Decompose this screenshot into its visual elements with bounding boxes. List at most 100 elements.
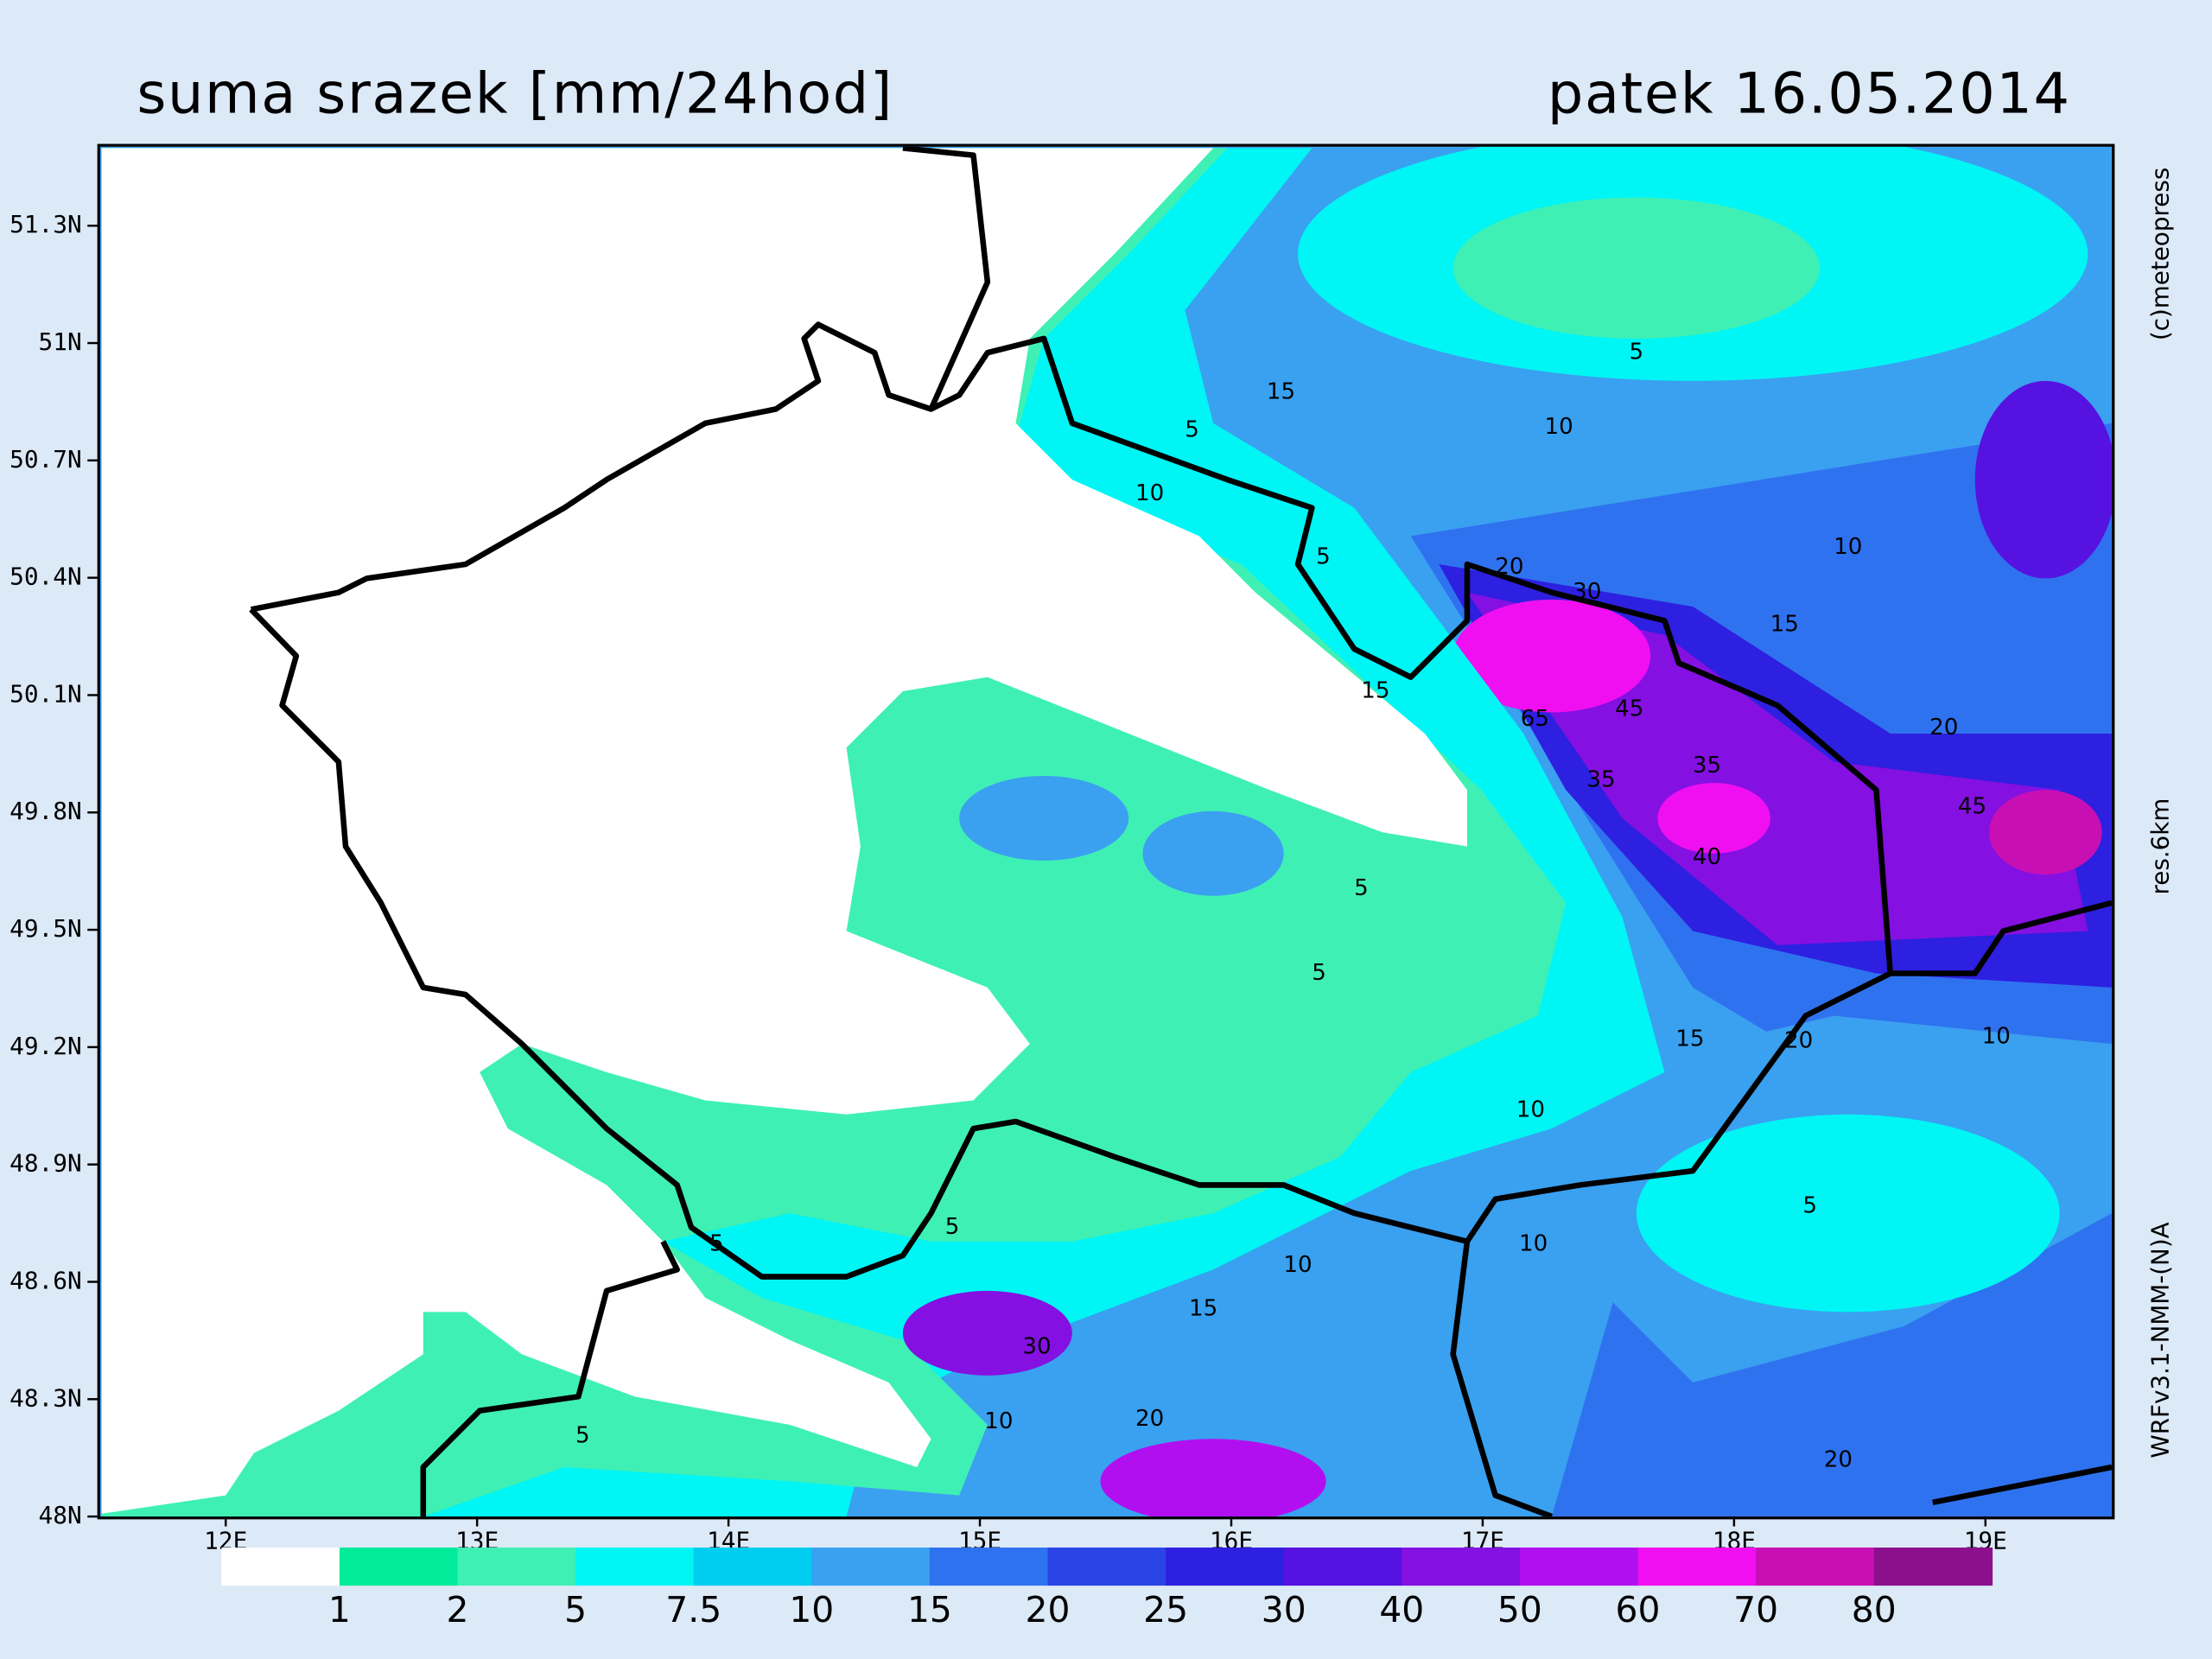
legend-label: 30 — [1262, 1589, 1306, 1630]
legend-label: 7.5 — [665, 1589, 721, 1630]
contour-labels: 5 10 15 5 10 10 15 20 5 5 10 15 20 10 5 10 10 15 30 10 20 5 5 5… — [575, 340, 2011, 1473]
side-text: (c)meteopress — [2145, 168, 2174, 340]
lat-label: 50.4N — [10, 563, 82, 591]
lat-label: 48.9N — [10, 1149, 82, 1178]
legend-swatch — [221, 1548, 340, 1586]
contour-label: 5 — [575, 1423, 590, 1449]
legend-swatch — [693, 1548, 813, 1586]
lat-label: 48.6N — [10, 1266, 82, 1294]
lat-label: 49.5N — [10, 914, 82, 943]
map-title: suma srazek [mm/24hod] — [137, 61, 893, 127]
contour-label: 30 — [1573, 579, 1601, 605]
contour-label: 35 — [1586, 766, 1615, 792]
contour-label: 15 — [1267, 378, 1295, 404]
plot-frame — [97, 143, 2115, 1520]
contour-label: 10 — [1519, 1230, 1548, 1256]
contour-label: 5 — [1185, 416, 1199, 442]
contour-label: 20 — [1824, 1446, 1853, 1472]
contour-label: 15 — [1770, 612, 1799, 638]
contour-label: 5 — [1630, 340, 1644, 365]
legend-label: 20 — [1026, 1589, 1071, 1630]
contour-label: 20 — [1495, 554, 1523, 580]
contour-label: 40 — [1693, 844, 1721, 870]
field-zone — [1452, 599, 1651, 713]
legend-swatch — [929, 1548, 1049, 1586]
contour-label: 5 — [709, 1230, 724, 1256]
field-zone — [1657, 783, 1770, 854]
legend-swatch — [811, 1548, 931, 1586]
legend-swatch — [339, 1548, 459, 1586]
contour-label: 10 — [1982, 1023, 2011, 1049]
contour-label: 20 — [1784, 1027, 1813, 1053]
side-text: WRFv3.1-NMM-(N)A — [2145, 1222, 2174, 1458]
legend-swatch — [1047, 1548, 1166, 1586]
contour-label: 10 — [1516, 1096, 1545, 1122]
contour-label: 35 — [1693, 753, 1721, 779]
field-zone — [101, 148, 1467, 1514]
contour-label: 45 — [1615, 696, 1643, 722]
lat-label: 48.3N — [10, 1383, 82, 1412]
legend-swatch — [457, 1548, 576, 1586]
contour-label: 10 — [1283, 1252, 1312, 1278]
legend-label: 80 — [1852, 1589, 1897, 1630]
contour-label: 45 — [1958, 793, 1986, 819]
contour-label: 20 — [1135, 1406, 1164, 1432]
legend-swatch — [1283, 1548, 1403, 1586]
legend-swatch — [1873, 1548, 1993, 1586]
field-zone — [1989, 790, 2102, 875]
border — [902, 146, 991, 410]
legend-label: 50 — [1497, 1589, 1542, 1630]
contour-label: 10 — [1834, 534, 1862, 560]
contour-label: 5 — [1354, 875, 1369, 901]
contour-label: 5 — [1316, 543, 1331, 569]
field-zone — [1974, 380, 2113, 579]
border — [420, 1240, 680, 1517]
lat-label: 49.8N — [10, 797, 82, 825]
field-zone — [1142, 810, 1284, 896]
lat-label: 50.1N — [10, 679, 82, 708]
contour-label: 5 — [1312, 960, 1326, 986]
legend-label: 5 — [564, 1589, 587, 1630]
legend-swatch — [1402, 1548, 1521, 1586]
lat-label: 48N — [39, 1501, 82, 1529]
contour-label: 30 — [1022, 1334, 1051, 1360]
lat-label: 49.2N — [10, 1032, 82, 1060]
legend-swatch — [1637, 1548, 1757, 1586]
legend-label: 70 — [1733, 1589, 1778, 1630]
contour-label: 20 — [1929, 715, 1958, 741]
legend-label: 1 — [328, 1589, 351, 1630]
legend-swatch — [1756, 1548, 1875, 1586]
borders — [249, 146, 2113, 1517]
contour-label: 15 — [1361, 677, 1389, 703]
border — [249, 607, 2113, 1280]
legend-label: 15 — [907, 1589, 952, 1630]
contour-label: 15 — [1189, 1296, 1217, 1322]
contour-label: 15 — [1675, 1027, 1704, 1052]
contour-label: 5 — [945, 1214, 960, 1240]
legend-label: 40 — [1379, 1589, 1424, 1630]
legend-label: 25 — [1143, 1589, 1188, 1630]
field-zone — [1452, 197, 1821, 339]
contour-label: 10 — [1135, 480, 1164, 506]
border — [1450, 1241, 1554, 1517]
field-zone — [1100, 1439, 1326, 1517]
map-date: patek 16.05.2014 — [1548, 61, 2071, 127]
contour-label: 10 — [984, 1408, 1013, 1434]
legend-swatch — [1519, 1548, 1639, 1586]
legend-label: 10 — [789, 1589, 834, 1630]
contour-label: 5 — [1802, 1192, 1817, 1218]
contour-label: 10 — [1544, 414, 1573, 440]
side-text: res.6km — [2145, 798, 2174, 895]
legend-label: 2 — [447, 1589, 469, 1630]
legend-swatch — [575, 1548, 695, 1586]
legend: 1 2 5 7.5 10 15 20 25 30 40 50 60 70 80 — [221, 1548, 1993, 1630]
field: 5 10 15 5 10 10 15 20 5 5 10 15 20 10 5 10 10 15 30 10 20 5 5 5… — [99, 146, 2113, 1517]
side-texts: (c)meteopress res.6km WRFv3.1-NMM-(N)A — [2145, 168, 2174, 1459]
contour-label: 65 — [1521, 706, 1549, 732]
legend-label: 60 — [1616, 1589, 1661, 1630]
lat-label: 50.7N — [10, 445, 82, 474]
border — [1932, 1464, 2113, 1505]
lat-label: 51.3N — [10, 210, 82, 238]
border — [250, 321, 1894, 974]
